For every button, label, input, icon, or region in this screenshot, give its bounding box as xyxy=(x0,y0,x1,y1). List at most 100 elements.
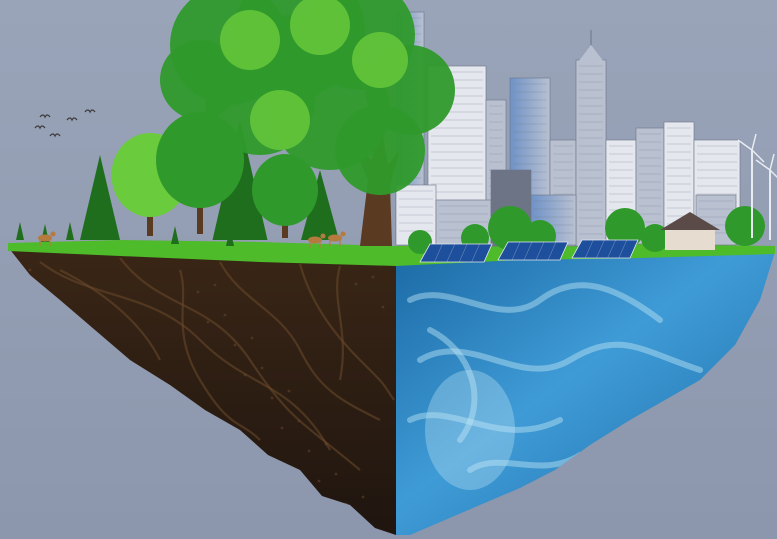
turbine-blade xyxy=(751,149,765,163)
pine-tree xyxy=(226,228,234,246)
turbine-blade xyxy=(737,139,753,151)
root xyxy=(336,265,344,381)
solar-grid-line xyxy=(511,241,521,261)
solar-panel xyxy=(497,241,569,261)
solar-grid-line xyxy=(523,241,533,261)
solar-panel xyxy=(571,239,639,259)
soil-speck xyxy=(28,268,32,272)
turbine-blade xyxy=(769,169,777,179)
root xyxy=(178,269,261,441)
soil-speck xyxy=(307,449,311,453)
turbine-blade xyxy=(755,159,771,171)
soil-speck xyxy=(334,472,338,476)
tree-roots xyxy=(28,257,395,521)
pine-tree xyxy=(212,120,268,240)
solar-panels xyxy=(419,239,639,263)
tower-spire xyxy=(578,45,604,62)
pine-tree xyxy=(171,226,179,244)
root xyxy=(119,257,361,471)
soil-cross-section xyxy=(8,247,396,535)
soil-speck xyxy=(381,305,385,309)
root xyxy=(298,263,395,401)
canopy-highlight xyxy=(290,0,350,55)
water-ripple xyxy=(467,452,583,473)
turbine-blade xyxy=(769,153,775,171)
shrub xyxy=(408,230,432,254)
solar-grid-line xyxy=(618,239,627,259)
bird xyxy=(34,125,46,130)
solar-grid-line xyxy=(446,243,455,263)
tree-canopy xyxy=(252,154,318,226)
solar-panel xyxy=(419,243,493,263)
soil-speck xyxy=(297,419,301,423)
soil-speck xyxy=(280,426,284,430)
soil-speck xyxy=(270,396,274,400)
solar-grid-line xyxy=(434,243,443,263)
deer-head xyxy=(340,231,346,237)
solar-grid-line xyxy=(459,243,468,263)
soil-speck xyxy=(223,313,227,317)
shrub xyxy=(605,208,645,248)
water-ripple xyxy=(427,327,478,443)
soil-speck xyxy=(361,495,365,499)
soil-speck xyxy=(196,290,200,294)
soil-speck xyxy=(287,389,291,393)
water-ripple xyxy=(407,282,663,323)
canopy-highlight xyxy=(220,10,280,70)
house-wall xyxy=(665,228,715,250)
solar-grid-line xyxy=(535,241,545,261)
deer-body xyxy=(308,236,322,244)
big-tree-canopy xyxy=(160,40,240,120)
big-tree-canopy xyxy=(335,105,425,195)
bird xyxy=(39,114,51,119)
pine-tree xyxy=(80,155,120,240)
tree-trunk xyxy=(197,184,203,234)
solar-grid-line xyxy=(607,239,616,259)
water-highlight xyxy=(425,370,515,490)
solar-grid-line xyxy=(547,241,557,261)
root xyxy=(219,261,381,421)
deer-body xyxy=(38,234,52,242)
canopy-highlight xyxy=(352,32,408,88)
building xyxy=(575,59,607,247)
solar-grid-line xyxy=(596,239,605,259)
shrub xyxy=(725,206,765,246)
deer-body xyxy=(328,234,342,242)
turbine-blade xyxy=(751,133,757,151)
soil-speck xyxy=(371,275,375,279)
water-ripple xyxy=(407,412,563,433)
soil-speck xyxy=(317,479,321,483)
house-roof xyxy=(660,212,720,230)
pine-tree xyxy=(301,170,339,240)
bird xyxy=(84,109,96,114)
wind-turbines xyxy=(737,133,777,240)
deer-head xyxy=(320,233,326,239)
soil-speck xyxy=(233,343,237,347)
deer-head xyxy=(50,231,56,237)
root xyxy=(59,269,161,361)
soil-speck xyxy=(260,366,264,370)
soil-speck xyxy=(354,282,358,286)
flying-birds xyxy=(34,109,96,138)
soil-speck xyxy=(324,442,328,446)
canopy-highlight xyxy=(250,90,310,150)
forest-side xyxy=(16,0,455,246)
solar-grid-line xyxy=(471,243,480,263)
bird xyxy=(49,133,61,138)
deer xyxy=(38,231,346,248)
soil-speck xyxy=(250,336,254,340)
shrub xyxy=(488,206,532,250)
water-ripples xyxy=(407,282,703,490)
shrub xyxy=(641,224,669,252)
soil-speck xyxy=(243,373,247,377)
pine-tree xyxy=(16,222,24,240)
soil-speck xyxy=(213,283,217,287)
soil-speck xyxy=(206,320,210,324)
bird xyxy=(66,117,78,122)
house xyxy=(660,212,720,250)
solar-grid-line xyxy=(585,239,594,259)
pine-tree xyxy=(66,222,74,240)
water-ripple xyxy=(417,341,703,373)
water-cross-section xyxy=(396,252,775,535)
